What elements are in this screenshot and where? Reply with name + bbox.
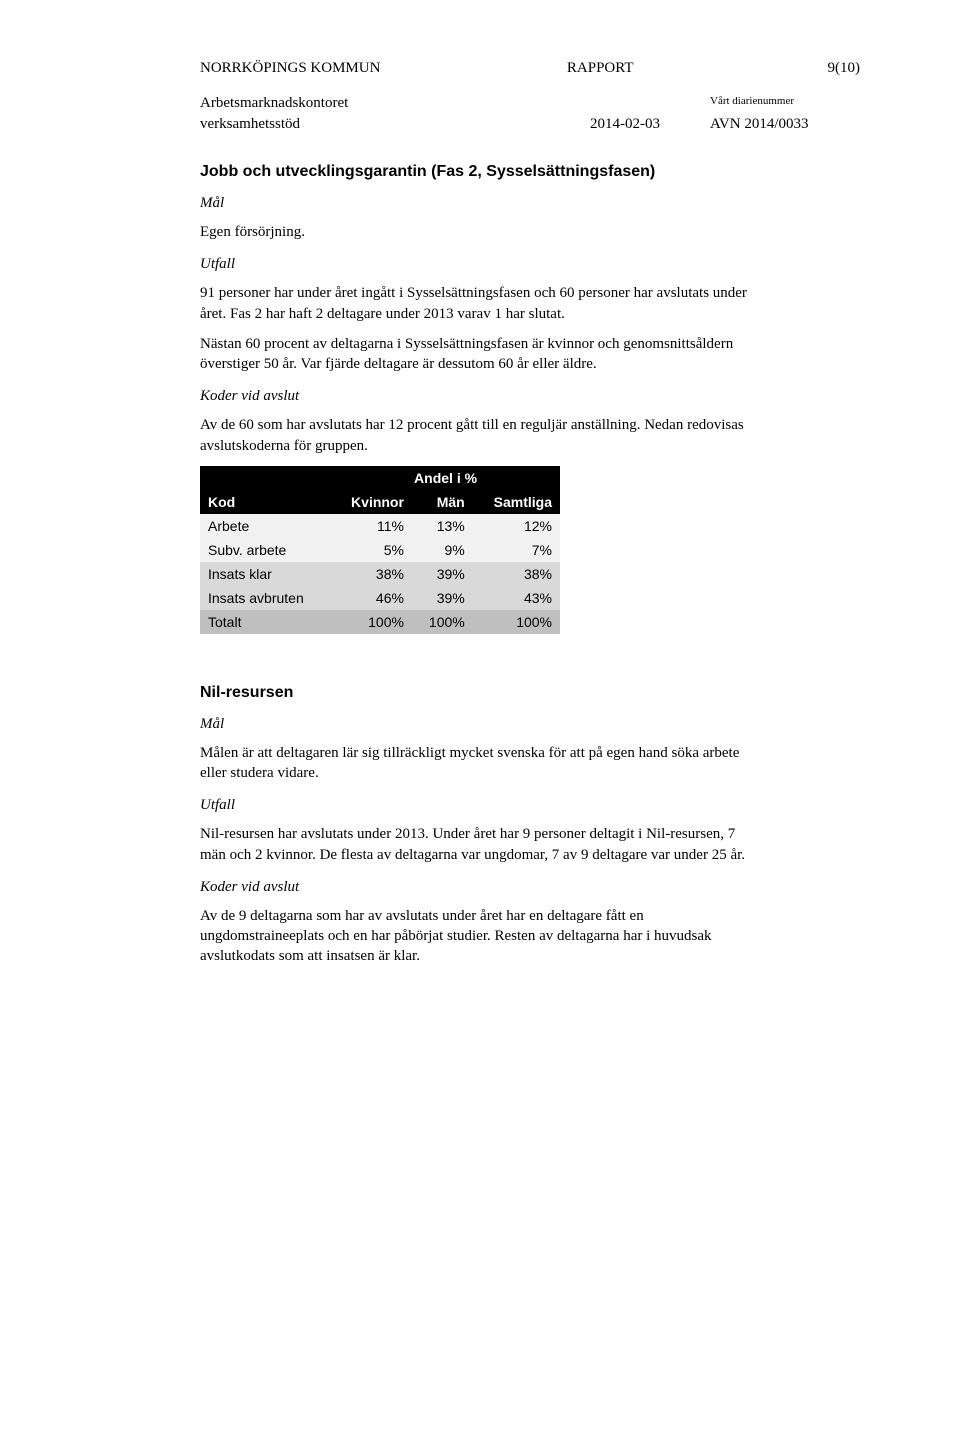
table-cell-label: Totalt <box>200 610 331 634</box>
section1-outcome-p1: 91 personer har under året ingått i Syss… <box>200 283 760 324</box>
table-col-3: Samtliga <box>473 490 560 514</box>
table-col-1: Kvinnor <box>331 490 412 514</box>
page-container: NORRKÖPINGS KOMMUN RAPPORT 9(10) Arbetsm… <box>0 0 960 1037</box>
table-cell: 7% <box>473 538 560 562</box>
table-header-span: Andel i % <box>331 466 560 490</box>
table-cell: 39% <box>412 586 473 610</box>
header-page-number: 9(10) <box>780 60 860 77</box>
table-header-blank <box>200 466 331 490</box>
section2-goal-text: Målen är att deltagaren lär sig tillräck… <box>200 743 760 784</box>
table-cell: 11% <box>331 514 412 538</box>
table-row: Insats avbruten 46% 39% 43% <box>200 586 560 610</box>
table-cell: 12% <box>473 514 560 538</box>
table-cell: 5% <box>331 538 412 562</box>
table-cell: 46% <box>331 586 412 610</box>
table-row: Insats klar 38% 39% 38% <box>200 562 560 586</box>
table-cell: 100% <box>331 610 412 634</box>
table-cell: 13% <box>412 514 473 538</box>
table-row: Subv. arbete 5% 9% 7% <box>200 538 560 562</box>
table-cell: 43% <box>473 586 560 610</box>
section2-outcome-heading: Utfall <box>200 797 760 814</box>
table-cell: 39% <box>412 562 473 586</box>
header-row-3: verksamhetsstöd 2014-02-03 AVN 2014/0033 <box>200 116 860 133</box>
section2-outcome-p1: Nil-resursen har avslutats under 2013. U… <box>200 824 760 865</box>
table-cell: 38% <box>331 562 412 586</box>
header-dept1: Arbetsmarknadskontoret <box>200 95 590 112</box>
table-cell: 38% <box>473 562 560 586</box>
table-col-0: Kod <box>200 490 331 514</box>
table-row: Arbete 11% 13% 12% <box>200 514 560 538</box>
header-org: NORRKÖPINGS KOMMUN <box>200 60 380 77</box>
section1-goal-text: Egen försörjning. <box>200 222 760 242</box>
section2-codes-heading: Koder vid avslut <box>200 879 760 896</box>
section2-title: Nil-resursen <box>200 684 760 702</box>
results-table: Andel i % Kod Kvinnor Män Samtliga Arbet… <box>200 466 560 634</box>
table-header-row-bottom: Kod Kvinnor Män Samtliga <box>200 490 560 514</box>
table-cell: 9% <box>412 538 473 562</box>
table-row: Totalt 100% 100% 100% <box>200 610 560 634</box>
section1-title: Jobb och utvecklingsgarantin (Fas 2, Sys… <box>200 163 760 181</box>
table-cell-label: Insats klar <box>200 562 331 586</box>
section2-goal-heading: Mål <box>200 716 760 733</box>
section1-goal-heading: Mål <box>200 195 760 212</box>
header-dept2: verksamhetsstöd <box>200 116 590 133</box>
table-cell-label: Arbete <box>200 514 331 538</box>
table-col-2: Män <box>412 490 473 514</box>
header-diary-number: AVN 2014/0033 <box>710 116 860 133</box>
header-doc-type: RAPPORT <box>380 60 780 77</box>
section1-outcome-heading: Utfall <box>200 256 760 273</box>
table-cell: 100% <box>473 610 560 634</box>
content-body: Jobb och utvecklingsgarantin (Fas 2, Sys… <box>200 163 760 967</box>
table-cell-label: Insats avbruten <box>200 586 331 610</box>
table-cell-label: Subv. arbete <box>200 538 331 562</box>
header-row-1: NORRKÖPINGS KOMMUN RAPPORT 9(10) <box>200 60 860 77</box>
section1-outcome-p2: Nästan 60 procent av deltagarna i Syssel… <box>200 334 760 375</box>
header-row-2: Arbetsmarknadskontoret Vårt diarienummer <box>200 95 860 112</box>
section1-codes-heading: Koder vid avslut <box>200 388 760 405</box>
section2-codes-p1: Av de 9 deltagarna som har av avslutats … <box>200 906 760 967</box>
header-date: 2014-02-03 <box>590 116 710 133</box>
table-cell: 100% <box>412 610 473 634</box>
section1-codes-p1: Av de 60 som har avslutats har 12 procen… <box>200 415 760 456</box>
table-body: Arbete 11% 13% 12% Subv. arbete 5% 9% 7%… <box>200 514 560 634</box>
header-diary-label: Vårt diarienummer <box>710 95 860 107</box>
table-header-row-top: Andel i % <box>200 466 560 490</box>
